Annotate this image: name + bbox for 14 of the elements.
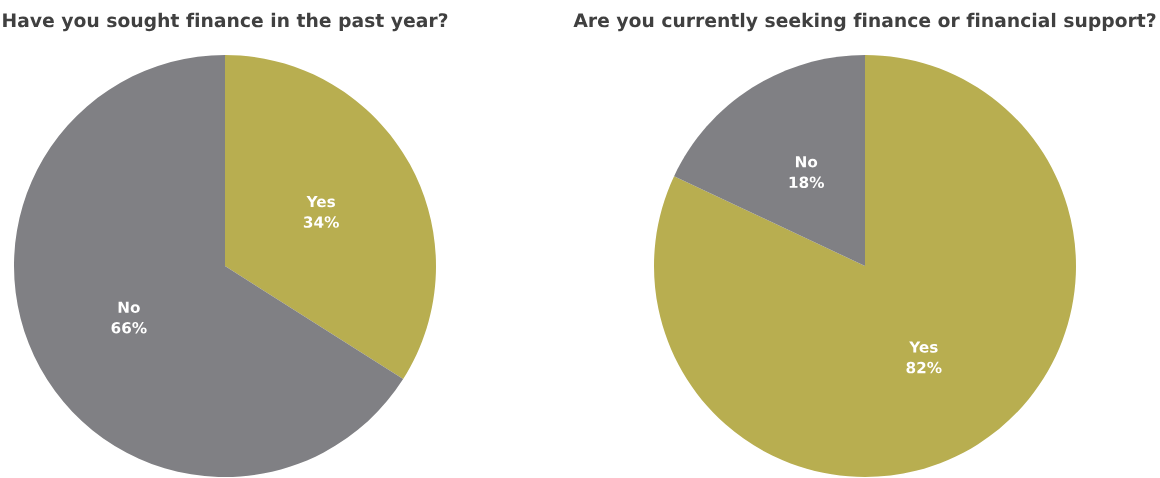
- pie-slice: [674, 55, 865, 266]
- pie-slice: [654, 55, 1076, 477]
- slice-label: No: [795, 156, 818, 168]
- data-label: 34%: [303, 216, 339, 228]
- pie-slice: [14, 55, 404, 477]
- chart-title: Have you sought finance in the past year?: [3, 12, 448, 32]
- data-label: 18%: [789, 176, 825, 189]
- data-label: 82%: [906, 361, 942, 374]
- slice-label: Yes: [306, 195, 335, 208]
- slice-label: Yes: [909, 341, 938, 353]
- data-label: 66%: [111, 322, 147, 334]
- chart-title: Are you currently seeking finance or financial support?: [573, 12, 1156, 32]
- pie-slice: [225, 55, 436, 380]
- slice-label: No: [118, 301, 140, 313]
